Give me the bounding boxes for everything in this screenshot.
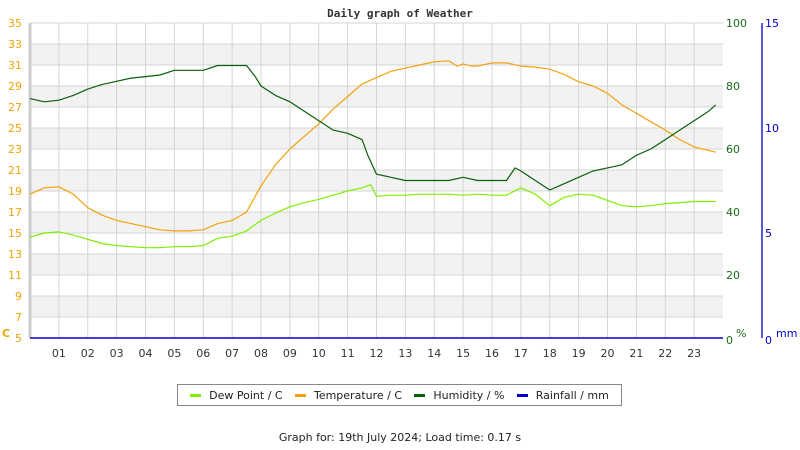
chart-title: Daily graph of Weather [327, 7, 473, 20]
footer-status: Graph for: 19th July 2024; Load time: 0.… [278, 431, 522, 444]
svg-text:27: 27 [8, 101, 22, 114]
svg-text:17: 17 [8, 206, 22, 219]
legend-label: Rainfall / mm [535, 388, 609, 402]
svg-text:9: 9 [15, 290, 22, 303]
svg-text:11: 11 [341, 347, 355, 360]
rain-axis: 0 5 10 15 [765, 17, 779, 347]
gridlines [28, 22, 723, 339]
data-series [29, 60, 723, 339]
svg-text:16: 16 [485, 347, 499, 360]
svg-text:0: 0 [726, 334, 733, 347]
svg-text:06: 06 [196, 347, 210, 360]
svg-text:19: 19 [8, 185, 22, 198]
svg-text:100: 100 [726, 17, 747, 30]
svg-text:21: 21 [629, 347, 643, 360]
svg-text:31: 31 [8, 59, 22, 72]
svg-text:18: 18 [543, 347, 557, 360]
svg-text:33: 33 [8, 38, 22, 51]
right-axis-humidity: 0 20 40 60 80 100 [726, 17, 747, 347]
weather-chart: Daily graph of Weather 5 7 9 11 13 15 17 19 21 23… [2, 7, 797, 360]
svg-text:35: 35 [8, 17, 22, 30]
svg-text:15: 15 [456, 347, 470, 360]
right-axis-unit: % [736, 327, 746, 340]
svg-text:40: 40 [726, 206, 740, 219]
left-axis-unit: C [2, 327, 10, 340]
series-temperature [29, 60, 716, 232]
svg-text:13: 13 [8, 248, 22, 261]
legend-label: Dew Point / C [209, 388, 283, 402]
svg-text:19: 19 [572, 347, 586, 360]
svg-text:5: 5 [15, 332, 22, 345]
svg-text:29: 29 [8, 80, 22, 93]
svg-text:11: 11 [8, 269, 22, 282]
svg-text:04: 04 [139, 347, 153, 360]
svg-text:60: 60 [726, 143, 740, 156]
legend-label: Humidity / % [433, 388, 505, 402]
humidity-swatch-icon [414, 393, 426, 397]
svg-text:08: 08 [254, 347, 268, 360]
legend-item-humidity: Humidity / % [414, 389, 504, 402]
svg-text:10: 10 [312, 347, 326, 360]
svg-text:15: 15 [765, 17, 779, 30]
rainfall-swatch-icon [516, 393, 528, 397]
svg-text:01: 01 [52, 347, 66, 360]
dew-point-swatch-icon [190, 393, 202, 397]
svg-text:09: 09 [283, 347, 297, 360]
svg-text:20: 20 [726, 269, 740, 282]
legend-item-dew-point: Dew Point / C [190, 388, 283, 402]
svg-text:80: 80 [726, 80, 740, 93]
chart-legend: Dew Point / C Temperature / C Humidity /… [177, 384, 622, 406]
svg-text:22: 22 [658, 347, 672, 360]
svg-text:17: 17 [514, 347, 528, 360]
x-axis-hours: 01 02 03 04 05 06 07 08 09 10 11 12 13 14 15 16 17 18 19 20… [52, 347, 701, 360]
svg-text:7: 7 [15, 311, 22, 324]
left-axis-temperature: 5 7 9 11 13 15 17 19 21 23 25 27 29 31 33 35 [8, 17, 22, 345]
svg-text:13: 13 [398, 347, 412, 360]
temperature-swatch-icon [294, 393, 306, 397]
legend-item-rainfall: Rainfall / mm [516, 388, 609, 402]
svg-text:23: 23 [8, 143, 22, 156]
svg-text:12: 12 [370, 347, 384, 360]
svg-text:03: 03 [110, 347, 124, 360]
svg-text:21: 21 [8, 164, 22, 177]
svg-text:0: 0 [765, 334, 772, 347]
svg-text:10: 10 [765, 122, 779, 135]
svg-text:14: 14 [427, 347, 441, 360]
svg-text:20: 20 [601, 347, 615, 360]
legend-item-temperature: Temperature / C [294, 388, 403, 402]
svg-text:25: 25 [8, 122, 22, 135]
svg-text:5: 5 [765, 227, 772, 240]
series-dew-point [29, 184, 716, 249]
svg-text:07: 07 [225, 347, 239, 360]
svg-text:05: 05 [167, 347, 181, 360]
svg-text:23: 23 [687, 347, 701, 360]
legend-label: Temperature / C [313, 388, 403, 402]
series-humidity [29, 64, 717, 191]
rain-axis-unit: mm [776, 327, 797, 340]
svg-text:15: 15 [8, 227, 22, 240]
svg-text:02: 02 [81, 347, 95, 360]
